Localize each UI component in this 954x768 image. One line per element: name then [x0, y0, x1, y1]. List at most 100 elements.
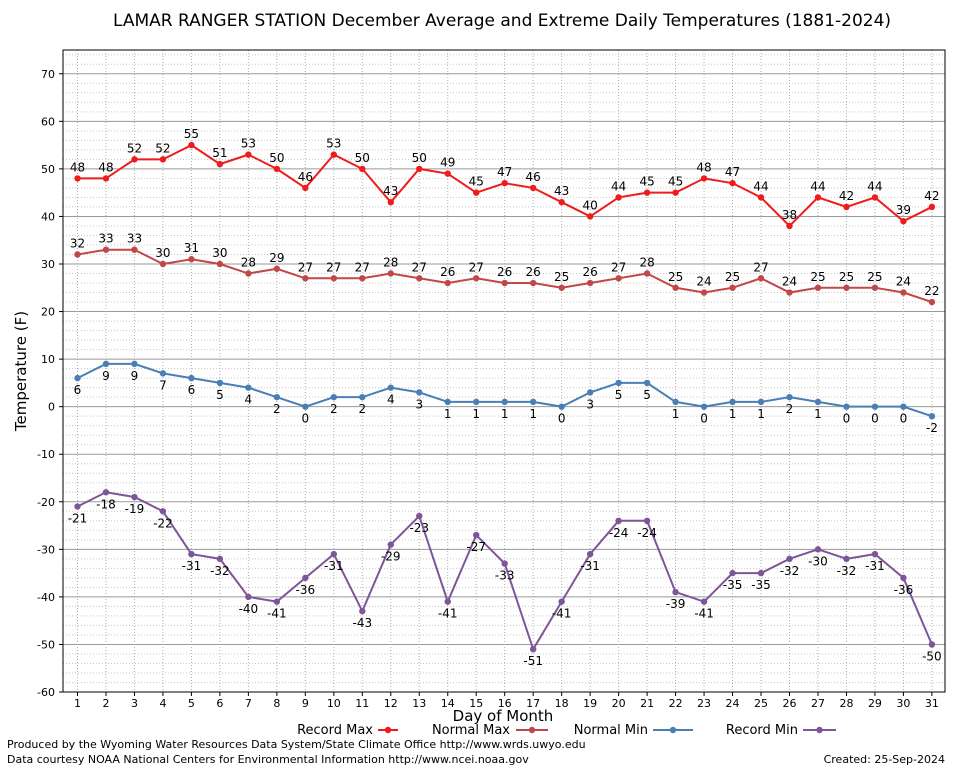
data-label-normal-min: 0 — [302, 412, 310, 426]
data-label-record-min: -41 — [438, 607, 458, 621]
y-tick-label: 70 — [41, 68, 55, 81]
data-label-record-min: -18 — [96, 497, 116, 511]
data-point-normal-max — [416, 275, 423, 282]
data-label-normal-min: 2 — [273, 402, 281, 416]
data-label-record-min: -27 — [466, 540, 486, 554]
data-point-record-min — [245, 593, 252, 601]
data-label-record-min: -31 — [182, 559, 202, 573]
data-label-record-min: -36 — [894, 583, 914, 597]
data-point-record-max — [216, 160, 224, 168]
data-point-record-max — [672, 189, 679, 196]
data-point-normal-max — [216, 260, 224, 268]
data-point-normal-min — [473, 398, 480, 406]
data-label-record-min: -40 — [239, 602, 259, 616]
data-point-record-min — [814, 546, 822, 553]
data-label-record-max: 53 — [326, 137, 341, 151]
x-tick-label: 22 — [669, 697, 683, 710]
data-label-normal-min: 2 — [786, 402, 794, 416]
data-point-record-max — [501, 179, 508, 187]
x-tick-label: 29 — [868, 697, 882, 710]
x-axis: 1 2 3 4 5 6 7 8 9 10 11 12 13 14 15 16 17 18 19 20 21 22 23 24 2… — [74, 692, 939, 710]
data-point-record-min — [102, 489, 110, 496]
data-label-record-max: 38 — [782, 208, 797, 222]
data-label-normal-max: 25 — [668, 270, 683, 284]
data-label-record-max: 52 — [127, 141, 142, 155]
data-point-record-min — [928, 641, 936, 648]
data-point-normal-min — [843, 403, 850, 410]
data-label-record-min: -50 — [922, 649, 942, 663]
data-point-normal-max — [245, 270, 252, 277]
data-label-normal-min: 1 — [814, 407, 822, 421]
data-label-normal-min: 0 — [900, 412, 908, 426]
footer-produced-by: Produced by the Wyoming Water Resources … — [7, 738, 586, 751]
data-point-record-min — [74, 503, 81, 510]
data-point-record-max — [529, 184, 537, 192]
y-tick-label: 30 — [41, 258, 55, 271]
data-point-normal-max — [700, 289, 708, 296]
data-label-record-max: 44 — [753, 179, 768, 193]
data-point-normal-min — [672, 398, 679, 406]
data-label-record-max: 46 — [298, 170, 313, 184]
data-point-record-min — [359, 607, 366, 615]
plot-frame — [62, 49, 946, 693]
data-point-normal-max — [501, 279, 508, 287]
x-tick-label: 23 — [697, 697, 711, 710]
data-point-normal-max — [188, 256, 195, 263]
data-point-record-max — [643, 189, 651, 196]
data-point-record-max — [102, 175, 110, 182]
data-point-normal-max — [444, 279, 451, 287]
data-label-normal-max: 27 — [298, 260, 313, 274]
y-tick-label: -40 — [37, 591, 55, 604]
data-label-record-max: 46 — [526, 170, 541, 184]
data-label-record-min: -51 — [523, 654, 543, 668]
data-label-record-max: 43 — [554, 184, 569, 198]
legend: Record Max Normal Max Normal Min Record Min — [297, 723, 836, 738]
data-label-record-max: 49 — [440, 156, 455, 170]
x-tick-label: 17 — [526, 697, 540, 710]
data-point-record-max — [700, 175, 708, 182]
data-point-normal-min — [700, 403, 708, 410]
x-tick-label: 19 — [583, 697, 597, 710]
y-tick-label: 10 — [41, 353, 55, 366]
data-point-normal-min — [74, 374, 81, 382]
y-tick-label: -30 — [37, 543, 55, 556]
x-tick-label: 11 — [355, 697, 369, 710]
chart-title: LAMAR RANGER STATION December Average an… — [113, 11, 891, 31]
data-point-record-min — [700, 598, 708, 605]
x-tick-label: 1 — [74, 697, 81, 710]
legend-marker-record-max — [384, 726, 392, 734]
data-label-record-max: 55 — [184, 127, 199, 141]
legend-label-record-min: Record Min — [726, 723, 798, 738]
data-point-normal-max — [102, 246, 110, 253]
data-point-normal-min — [558, 403, 565, 410]
data-label-normal-max: 25 — [839, 270, 854, 284]
data-label-record-max: 39 — [896, 203, 911, 217]
data-point-normal-max — [615, 275, 622, 282]
data-label-record-max: 42 — [924, 189, 939, 203]
data-point-record-max — [74, 175, 81, 182]
data-label-normal-min: 9 — [131, 369, 139, 383]
data-label-record-max: 45 — [469, 175, 484, 189]
data-label-normal-max: 27 — [355, 260, 370, 274]
data-point-record-min — [586, 550, 594, 558]
data-label-record-min: -35 — [723, 578, 743, 592]
x-tick-label: 31 — [925, 697, 939, 710]
data-point-normal-min — [786, 393, 793, 401]
data-point-normal-max — [843, 284, 850, 291]
legend-item-normal-max: Normal Max — [432, 723, 548, 738]
y-tick-label: 0 — [48, 401, 55, 414]
data-point-record-min — [302, 574, 309, 582]
grid — [63, 50, 945, 693]
data-point-normal-min — [330, 393, 338, 401]
data-label-normal-max: 28 — [383, 256, 398, 270]
legend-label-normal-min: Normal Min — [574, 723, 648, 738]
data-label-record-min: -24 — [637, 526, 657, 540]
data-point-record-max — [302, 184, 309, 192]
data-point-record-max — [131, 156, 138, 163]
series-record-min: -21 -18 -19 -22 -31 -32 -40 -41 -36 -31 -43 -29 -23 -… — [68, 489, 942, 668]
data-label-record-min: -41 — [552, 607, 572, 621]
y-tick-label: 40 — [41, 210, 55, 223]
series-record-max: 48 48 52 52 55 51 53 50 46 53 50 43 50 49 45 47 46 43 40 44… — [70, 127, 940, 230]
data-point-normal-min — [871, 403, 879, 410]
